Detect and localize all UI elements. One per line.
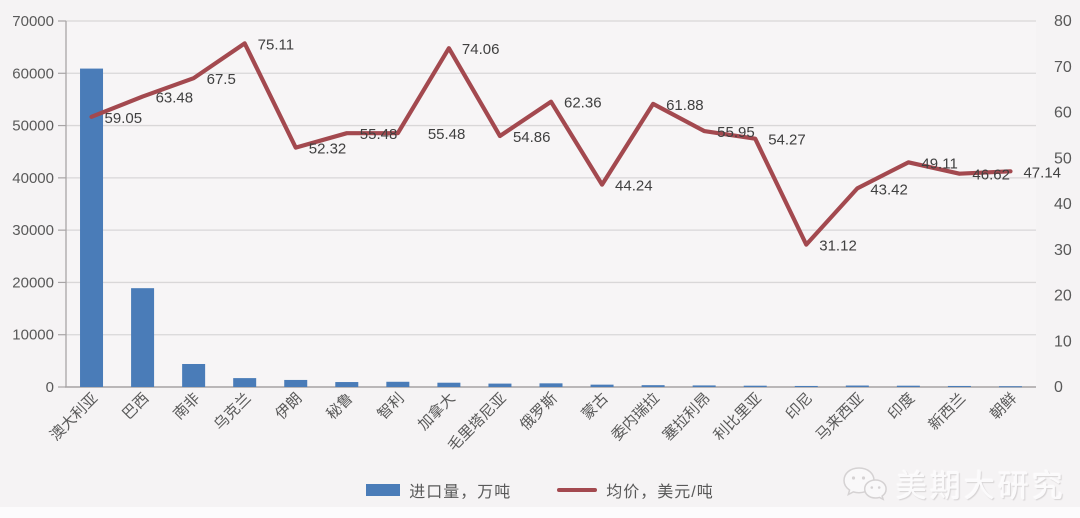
category-label: 巴西 xyxy=(119,390,152,423)
category-label: 印尼 xyxy=(783,390,816,423)
right-axis-label: 60 xyxy=(1054,105,1072,122)
data-label: 47.14 xyxy=(1023,164,1061,181)
data-label: 54.86 xyxy=(513,129,551,146)
bar xyxy=(590,384,614,387)
bar xyxy=(896,385,920,387)
data-label: 54.27 xyxy=(768,132,806,149)
category-label: 新西兰 xyxy=(925,390,969,434)
data-label: 59.05 xyxy=(105,110,143,127)
watermark: 美期大研究 xyxy=(842,461,1066,506)
category-label: 利比里亚 xyxy=(711,390,765,444)
data-label: 67.5 xyxy=(207,71,236,88)
bar xyxy=(794,385,818,387)
left-axis-label: 30000 xyxy=(12,222,54,239)
bar-series-swatch xyxy=(366,484,401,496)
category-label: 智利 xyxy=(374,389,408,423)
plot-area xyxy=(66,21,1036,387)
data-label: 43.42 xyxy=(870,181,908,198)
price-line xyxy=(89,41,1013,247)
category-label: 委内瑞拉 xyxy=(608,390,662,444)
category-label: 秘鲁 xyxy=(323,390,356,423)
left-axis-label: 50000 xyxy=(12,118,54,135)
data-label: 52.32 xyxy=(309,141,347,158)
bar xyxy=(947,385,971,387)
chart-legend: 进口量，万吨 均价，美元/吨 xyxy=(0,478,1080,502)
bar xyxy=(437,382,461,387)
bar-series-label: 进口量，万吨 xyxy=(409,484,512,501)
right-axis-label: 40 xyxy=(1054,196,1072,213)
wechat-icon xyxy=(842,465,888,503)
category-label: 印度 xyxy=(885,390,918,423)
category-label: 俄罗斯 xyxy=(517,390,561,434)
data-label: 63.48 xyxy=(156,90,194,107)
bar xyxy=(692,385,716,387)
right-axis-label: 70 xyxy=(1054,59,1072,76)
data-label: 61.88 xyxy=(666,97,704,114)
bar xyxy=(233,378,257,387)
bar xyxy=(284,379,308,387)
right-axis-label: 50 xyxy=(1054,150,1072,167)
right-axis-label: 10 xyxy=(1054,333,1072,350)
left-axis-label: 60000 xyxy=(12,65,54,82)
category-label: 南非 xyxy=(170,390,203,423)
category-label: 朝鲜 xyxy=(987,390,1020,423)
bar xyxy=(386,381,410,387)
category-label: 澳大利亚 xyxy=(47,390,101,444)
bar xyxy=(998,386,1022,388)
data-label: 55.95 xyxy=(717,124,755,141)
left-axis-label: 40000 xyxy=(12,170,54,187)
bottom-border-strip xyxy=(0,507,1080,518)
bar xyxy=(182,363,206,387)
legend-item-import-volume: 进口量，万吨 xyxy=(366,478,511,502)
right-axis-label: 20 xyxy=(1054,288,1072,305)
legend-item-average-price: 均价，美元/吨 xyxy=(557,478,713,502)
category-label: 马来西亚 xyxy=(813,390,867,444)
line-series-swatch xyxy=(557,488,598,492)
category-label: 乌克兰 xyxy=(211,390,255,434)
data-label: 49.11 xyxy=(921,155,957,172)
bar xyxy=(743,385,767,387)
left-axis-label: 10000 xyxy=(12,327,54,344)
category-label: 加拿大 xyxy=(414,389,459,434)
data-label: 55.48 xyxy=(360,126,398,143)
bar xyxy=(80,68,104,387)
line-series-label: 均价，美元/吨 xyxy=(606,484,714,501)
data-label: 62.36 xyxy=(564,95,602,112)
data-label: 55.48 xyxy=(428,126,466,143)
left-axis-label: 20000 xyxy=(12,274,54,291)
bar xyxy=(539,383,563,387)
category-label: 塞拉利昂 xyxy=(659,389,714,444)
data-label: 46.62 xyxy=(972,167,1010,184)
right-axis-label: 80 xyxy=(1054,13,1072,30)
category-label: 伊朗 xyxy=(272,390,305,423)
left-axis-label: 0 xyxy=(46,379,54,396)
watermark-text: 美期大研究 xyxy=(896,469,1066,504)
category-label: 蒙古 xyxy=(579,390,612,423)
right-axis-label: 0 xyxy=(1054,379,1063,396)
data-label: 74.06 xyxy=(462,41,500,58)
data-label: 75.11 xyxy=(258,36,294,53)
bar xyxy=(641,385,665,387)
bar xyxy=(335,382,359,387)
right-axis-label: 30 xyxy=(1054,242,1072,259)
bar xyxy=(131,288,155,387)
data-label: 31.12 xyxy=(819,238,857,255)
bar xyxy=(845,385,869,387)
bar xyxy=(488,383,512,387)
data-label: 44.24 xyxy=(615,178,653,195)
left-axis-label: 70000 xyxy=(12,13,54,30)
